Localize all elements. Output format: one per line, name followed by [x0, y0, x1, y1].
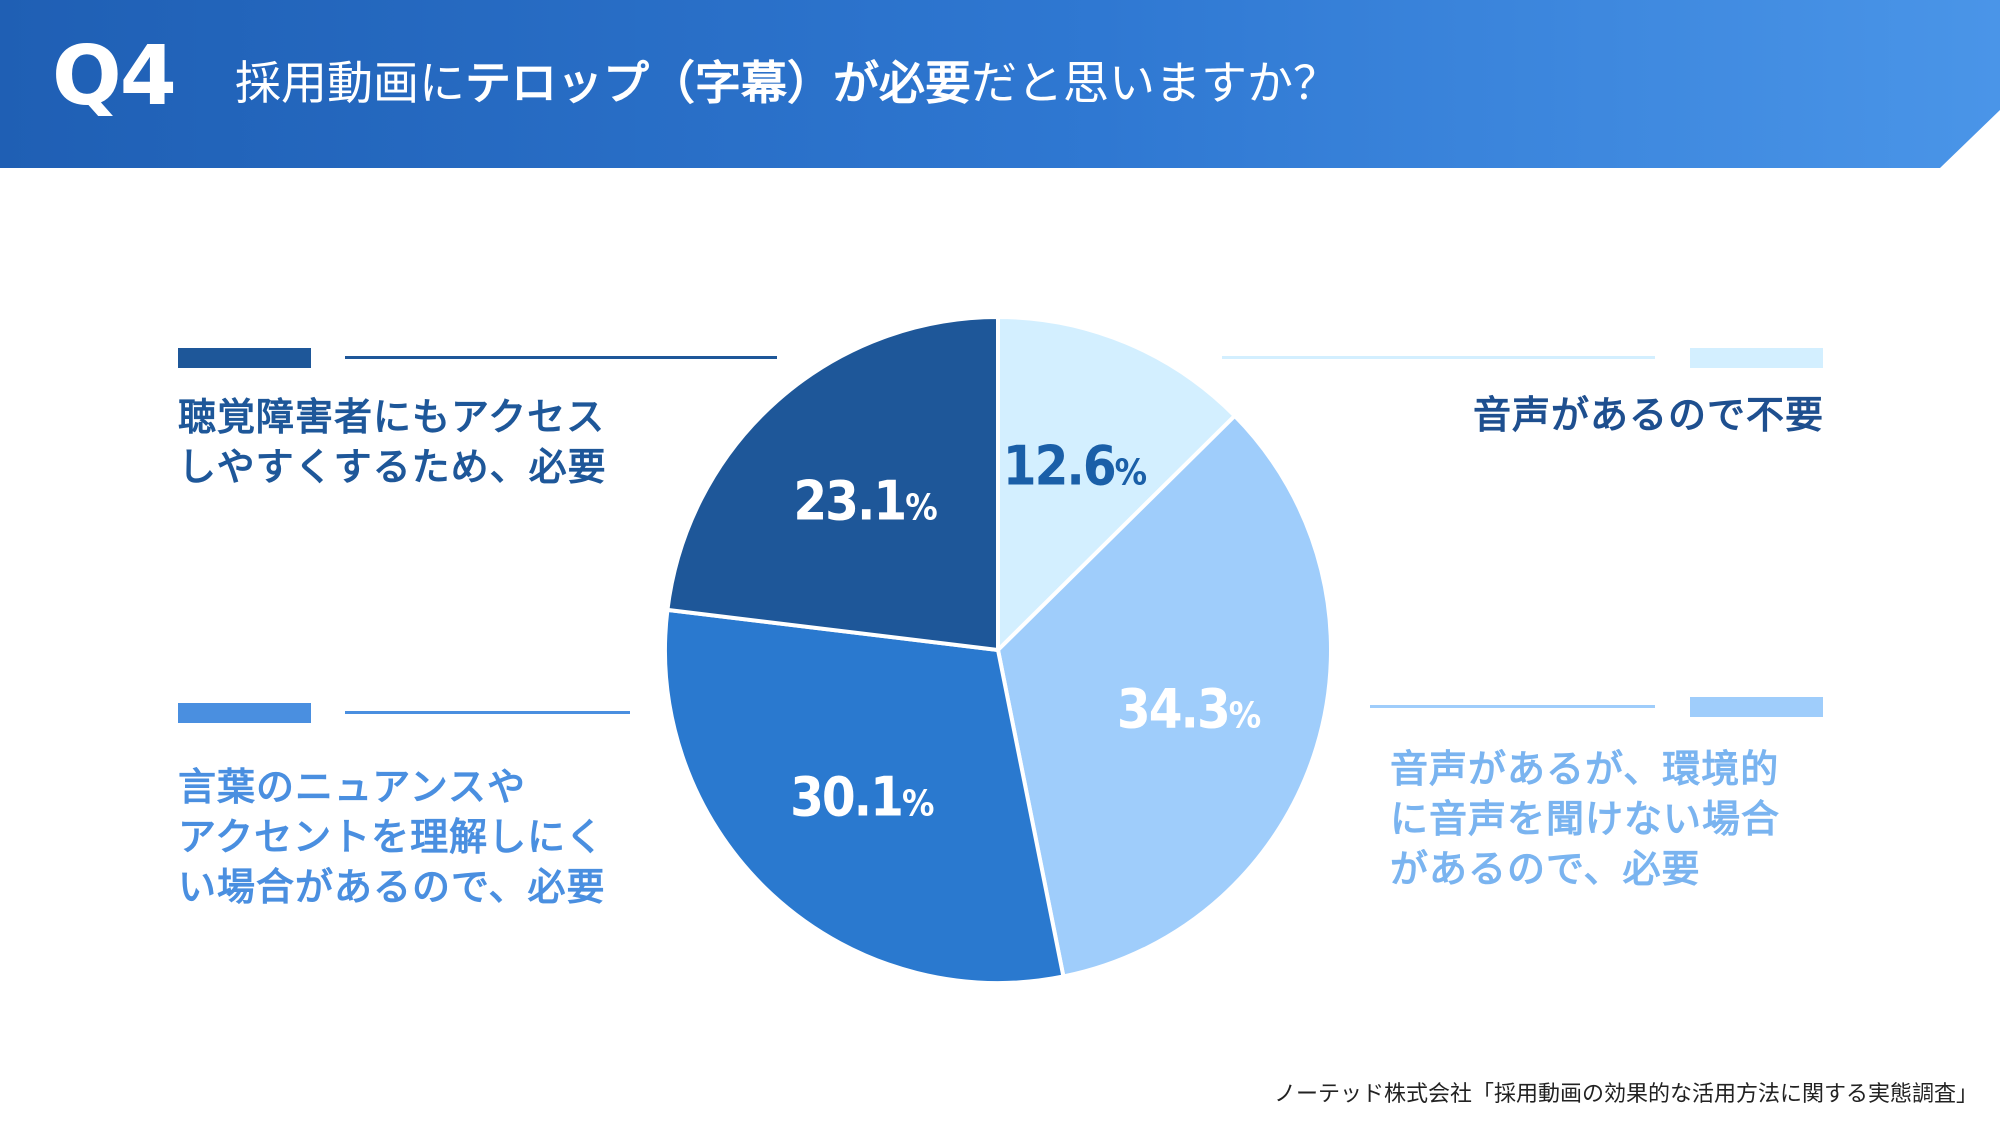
pie-value-label: 23.1%: [793, 469, 937, 532]
legend-line: があるので、必要: [1390, 847, 1701, 891]
legend-line: しやすくするため、必要: [178, 445, 607, 489]
legend-line: 言葉のニュアンスや: [178, 765, 526, 809]
legend-label-nuance: 言葉のニュアンスや アクセントを理解しにく い場合があるので、必要: [178, 762, 605, 912]
legend-line: い場合があるので、必要: [178, 865, 606, 909]
legend-line: に音声を聞けない場合: [1390, 797, 1781, 841]
pie-value-label: 30.1%: [790, 766, 934, 829]
legend-line: 聴覚障害者にもアクセス: [178, 395, 606, 439]
legend-label-hearing: 聴覚障害者にもアクセス しやすくするため、必要: [178, 392, 607, 492]
pie-value-label: 12.6%: [1003, 435, 1147, 498]
source-note: ノーテッド株式会社「採用動画の効果的な活用方法に関する実態調査」: [1273, 1082, 1978, 1107]
pie-slice-env: [996, 413, 1333, 979]
question-number: Q4: [52, 29, 177, 124]
title-part-3: だと思いますか？: [971, 56, 1339, 110]
legend-label-unneeded: 音声があるので不要: [1473, 390, 1824, 440]
legend-swatch-unneeded: [1690, 348, 1823, 368]
legend-rule-nuance: [345, 711, 630, 714]
legend-rule-unneeded: [1222, 356, 1655, 359]
legend-swatch-hearing: [178, 348, 311, 368]
legend-rule-hearing: [345, 356, 777, 359]
legend-line: 音声があるので不要: [1472, 393, 1824, 437]
pie-slice-nuance: [663, 607, 1066, 985]
pie-slice-unneeded: [996, 315, 1237, 652]
legend-swatch-env: [1690, 697, 1823, 717]
legend-rule-env: [1370, 705, 1655, 708]
legend-label-env: 音声があるが、環境的 に音声を聞けない場合 があるので、必要: [1390, 744, 1780, 894]
pie-slice-hearing: [665, 315, 1000, 652]
legend-swatch-nuance: [178, 703, 311, 723]
legend-line: アクセントを理解しにく: [178, 815, 605, 859]
header-banner: [0, 0, 2000, 168]
legend-line: 音声があるが、環境的: [1390, 747, 1780, 791]
title-part-1: 採用動画に: [235, 56, 465, 110]
question-title: 採用動画にテロップ（字幕）が必要だと思いますか？: [235, 56, 1339, 111]
title-part-2: テロップ（字幕）が必要: [465, 56, 971, 110]
pie-value-label: 34.3%: [1117, 677, 1261, 740]
